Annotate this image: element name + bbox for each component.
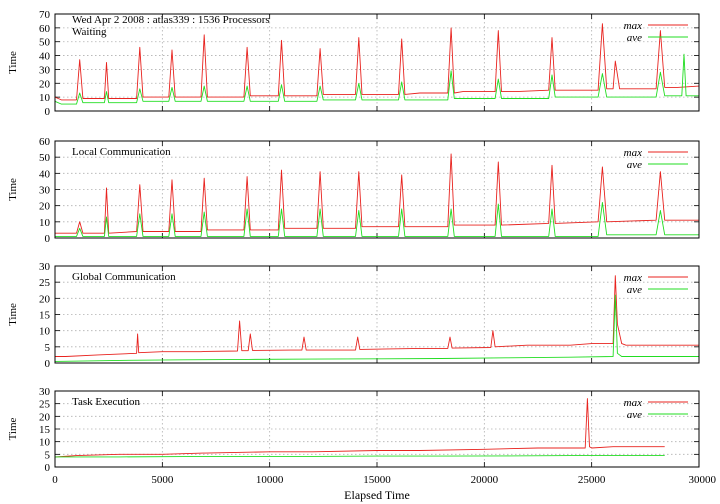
y-tick-label: 60 [39, 23, 51, 35]
series-line-ave [54, 294, 699, 362]
y-tick-label: 5 [45, 449, 51, 461]
y-tick-label: 10 [39, 217, 51, 229]
x-axis-title: Elapsed Time [344, 488, 410, 502]
chart-panel-3: 0 5 10 15 20 25 30 Global Communication Time maxa… [7, 261, 700, 370]
plot-frame [54, 265, 700, 364]
y-tick-label: 70 [39, 9, 51, 21]
series-line-max [54, 398, 665, 458]
y-tick-label: 20 [39, 78, 51, 90]
x-axis: 0 5000 10000 15000 20000 25000 30000 [52, 474, 716, 486]
y-tick-label: 20 [39, 411, 51, 423]
y-tick-label: 25 [39, 399, 51, 411]
x-tick-label: 0 [52, 474, 58, 486]
y-tick-label: 10 [39, 92, 51, 104]
y-tick-label: 20 [39, 201, 51, 213]
y-tick-label: 30 [39, 386, 51, 398]
series-line-ave [54, 53, 699, 105]
plot-frame [54, 13, 700, 112]
series-line-max [55, 275, 699, 357]
plot-frame [54, 390, 700, 468]
y-tick-label: 30 [39, 185, 51, 197]
y-tick-label: 15 [39, 310, 51, 322]
series-line-max [55, 153, 699, 234]
y-tick-label: 30 [39, 64, 51, 76]
panel-title: Waiting [72, 26, 107, 38]
panel-title: Task Execution [72, 396, 140, 408]
chart-panels: 010203040506070WaitingTimemaxave01020304… [7, 9, 700, 474]
y-tick-label: 0 [45, 462, 51, 474]
legend-label-max: max [624, 20, 642, 32]
plot-frame [54, 140, 700, 239]
y-tick-label: 50 [39, 152, 51, 164]
x-tick-label: 30000 [689, 474, 717, 486]
legend-label-ave: ave [627, 32, 642, 44]
y-tick-label: 20 [39, 293, 51, 305]
y-tick-label: 15 [39, 424, 51, 436]
y-axis-title: Time [7, 51, 19, 74]
x-tick-label: 25000 [578, 474, 606, 486]
y-tick-label: 25 [39, 277, 51, 289]
figure-header: Wed Apr 2 2008 : atlas339 : 1536 Process… [72, 14, 270, 26]
series-line-ave [55, 201, 699, 237]
y-tick-label: 0 [45, 358, 51, 370]
legend-label-ave: ave [627, 284, 642, 296]
x-tick-label: 15000 [363, 474, 391, 486]
legend-label-ave: ave [627, 159, 642, 171]
y-tick-label: 50 [39, 37, 51, 49]
x-tick-label: 5000 [151, 474, 174, 486]
x-tick-label: 20000 [471, 474, 499, 486]
series-line-max [54, 23, 700, 101]
series-line-ave [55, 455, 665, 458]
legend-label-max: max [624, 397, 642, 409]
y-tick-label: 10 [39, 326, 51, 338]
chart-panel-2: 0 10 20 30 40 50 60 Local Communication Time maxa… [7, 136, 700, 245]
x-tick-label: 10000 [256, 474, 284, 486]
y-tick-label: 5 [45, 342, 51, 354]
legend-label-max: max [624, 147, 642, 159]
legend-label-max: max [624, 272, 642, 284]
legend-label-ave: ave [627, 409, 642, 421]
panel-title: Global Communication [72, 271, 176, 283]
y-axis-title: Time [7, 303, 19, 326]
y-tick-label: 60 [39, 136, 51, 148]
y-tick-label: 0 [45, 233, 51, 245]
y-tick-label: 40 [39, 168, 51, 180]
y-axis-title: Time [7, 178, 19, 201]
y-axis-title: Time [7, 417, 19, 440]
panel-title: Local Communication [72, 146, 171, 158]
y-tick-label: 40 [39, 51, 51, 63]
y-tick-label: 0 [45, 106, 51, 118]
y-tick-label: 10 [39, 437, 51, 449]
y-tick-label: 30 [39, 261, 51, 273]
